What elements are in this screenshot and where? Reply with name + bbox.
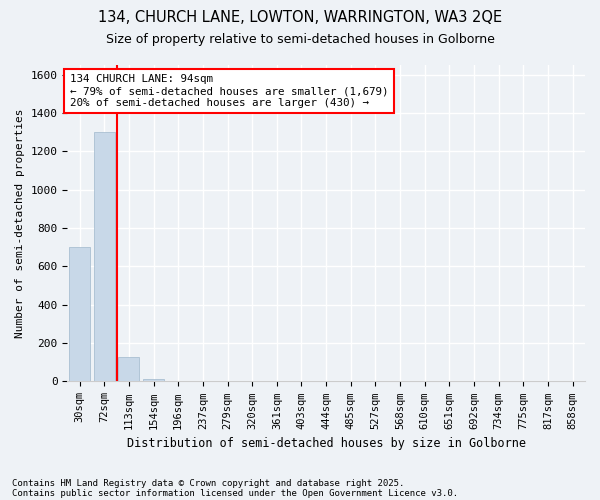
X-axis label: Distribution of semi-detached houses by size in Golborne: Distribution of semi-detached houses by … [127,437,526,450]
Bar [69,247,90,382]
Y-axis label: Number of semi-detached properties: Number of semi-detached properties [15,108,25,338]
Text: 134 CHURCH LANE: 94sqm
← 79% of semi-detached houses are smaller (1,679)
20% of : 134 CHURCH LANE: 94sqm ← 79% of semi-det… [70,74,388,108]
Text: Contains public sector information licensed under the Open Government Licence v3: Contains public sector information licen… [12,488,458,498]
Bar [118,358,139,382]
Text: Size of property relative to semi-detached houses in Golborne: Size of property relative to semi-detach… [106,32,494,46]
Text: 134, CHURCH LANE, LOWTON, WARRINGTON, WA3 2QE: 134, CHURCH LANE, LOWTON, WARRINGTON, WA… [98,10,502,25]
Bar [94,132,115,382]
Text: Contains HM Land Registry data © Crown copyright and database right 2025.: Contains HM Land Registry data © Crown c… [12,478,404,488]
Bar [143,378,164,382]
